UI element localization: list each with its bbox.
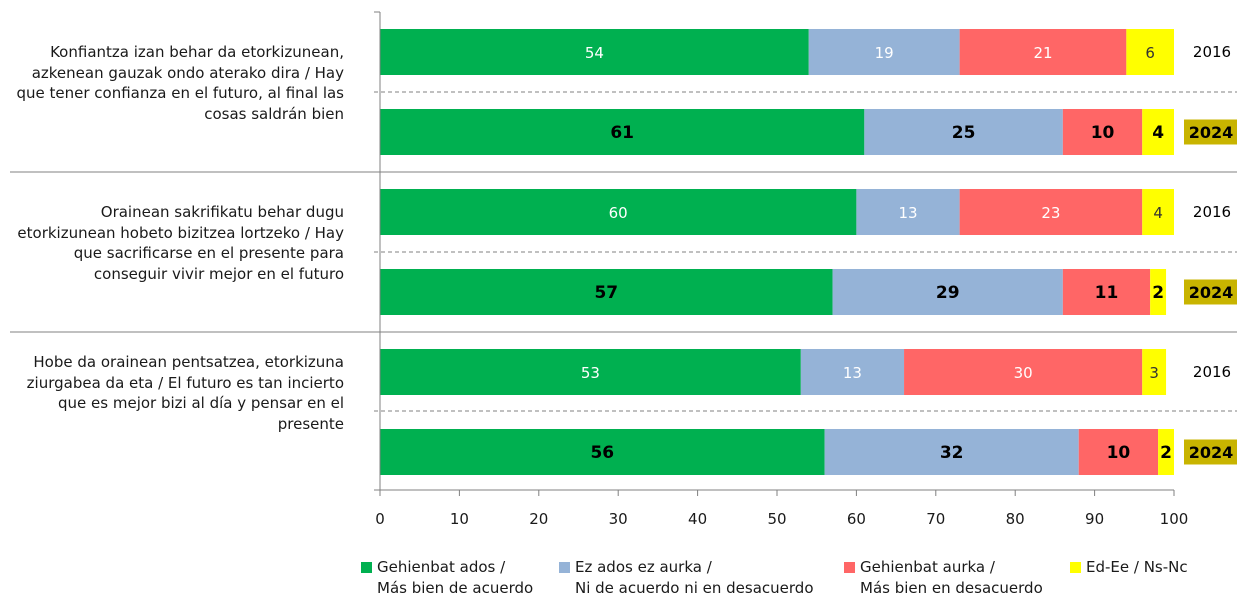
bar-segment [380, 29, 809, 75]
data-label: 23 [1041, 204, 1060, 222]
x-tick-label: 20 [529, 510, 548, 528]
data-label: 13 [898, 204, 917, 222]
bar-segment [800, 349, 905, 395]
bar-segment [959, 29, 1127, 75]
year-label: 2016 [1193, 43, 1231, 61]
x-tick-label: 70 [926, 510, 945, 528]
x-tick-label: 10 [450, 510, 469, 528]
data-label: 11 [1095, 283, 1119, 303]
legend-item-disagree: Gehienbat aurka / Más bien en desacuerdo [844, 557, 1043, 599]
data-label: 4 [1152, 123, 1164, 143]
data-label: 10 [1091, 123, 1115, 143]
bar-segment [1062, 269, 1151, 315]
bar-segment [1150, 269, 1167, 315]
x-tick-label: 80 [1006, 510, 1025, 528]
question-label-1: Konfiantza izan behar da etorkizunean, a… [16, 43, 345, 123]
x-tick-label: 0 [375, 510, 385, 528]
question-label-3: Hobe da orainean pentsatzea, etorkizuna … [26, 353, 344, 433]
data-label: 60 [609, 204, 628, 222]
bar-segment [380, 349, 801, 395]
bar-segment [1126, 29, 1174, 75]
bar-segment [856, 189, 960, 235]
legend-item-nsnc: Ed-Ee / Ns-Nc [1070, 557, 1188, 578]
x-tick-label: 100 [1160, 510, 1189, 528]
year-highlight-box [1184, 279, 1237, 305]
x-tick-label: 90 [1085, 510, 1104, 528]
legend-swatch-disagree [844, 562, 855, 573]
legend-item-agree: Gehienbat ados / Más bien de acuerdo [361, 557, 533, 599]
data-label: 19 [875, 44, 894, 62]
bar-segment [380, 429, 825, 475]
question-label-2: Orainean sakrifikatu behar dugu etorkizu… [17, 203, 344, 283]
x-tick-label: 40 [688, 510, 707, 528]
bar-segment [1078, 429, 1159, 475]
data-label: 10 [1107, 443, 1131, 463]
x-tick-label: 60 [847, 510, 866, 528]
data-label: 13 [843, 364, 862, 382]
bar-segment [380, 109, 865, 155]
bar-segment [380, 269, 833, 315]
x-tick-label: 30 [609, 510, 628, 528]
data-label: 53 [581, 364, 600, 382]
year-highlight-box [1184, 119, 1237, 145]
x-tick-label: 50 [767, 510, 786, 528]
legend-label-neutral: Ez ados ez aurka / Ni de acuerdo ni en d… [575, 558, 814, 597]
data-label: 4 [1153, 204, 1163, 222]
year-highlight-box [1184, 439, 1237, 465]
year-label: 2016 [1193, 363, 1231, 381]
data-label: 61 [610, 123, 634, 143]
legend-swatch-neutral [559, 562, 570, 573]
legend-label-disagree: Gehienbat aurka / Más bien en desacuerdo [860, 558, 1043, 597]
data-label: 2 [1160, 443, 1172, 463]
bar-segment [1142, 189, 1174, 235]
bar-segment [864, 109, 1063, 155]
data-label: 3 [1149, 364, 1159, 382]
bar-segment [1062, 109, 1143, 155]
year-label: 2024 [1189, 123, 1234, 142]
bar-segment [824, 429, 1079, 475]
bar-segment [1158, 429, 1174, 475]
bar-segment [1142, 109, 1174, 155]
legend-item-neutral: Ez ados ez aurka / Ni de acuerdo ni en d… [559, 557, 814, 599]
legend-label-agree: Gehienbat ados / Más bien de acuerdo [377, 558, 534, 597]
bar-segment [832, 269, 1063, 315]
data-label: 54 [585, 44, 604, 62]
bar-segment [380, 189, 857, 235]
year-label: 2016 [1193, 203, 1231, 221]
data-label: 6 [1145, 44, 1155, 62]
data-label: 56 [590, 443, 614, 463]
data-label: 25 [952, 123, 976, 143]
bar-segment [1142, 349, 1167, 395]
bar-segment [904, 349, 1143, 395]
data-label: 21 [1033, 44, 1052, 62]
legend-swatch-nsnc [1070, 562, 1081, 573]
data-label: 29 [936, 283, 960, 303]
legend-swatch-agree [361, 562, 372, 573]
data-label: 30 [1014, 364, 1033, 382]
data-label: 2 [1152, 283, 1164, 303]
data-label: 57 [594, 283, 618, 303]
year-label: 2024 [1189, 443, 1234, 462]
legend-label-nsnc: Ed-Ee / Ns-Nc [1086, 558, 1188, 576]
bar-segment [808, 29, 960, 75]
bar-segment [959, 189, 1143, 235]
data-label: 32 [940, 443, 964, 463]
year-label: 2024 [1189, 283, 1234, 302]
